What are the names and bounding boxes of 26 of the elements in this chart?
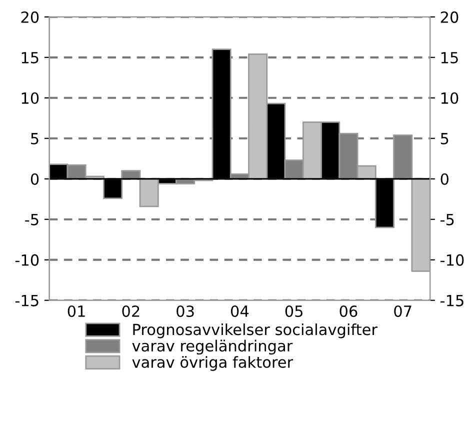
y-tick-label: 10 (22, 92, 39, 104)
y2-tick-label: 20 (440, 11, 458, 23)
x-tick-label: 01 (68, 305, 85, 318)
y-tick-label: 20 (21, 11, 39, 23)
legend-label: Prognosavvikelser socialavgifter (133, 323, 378, 338)
legend-label: varav övriga faktorer (132, 356, 294, 371)
y-tick-label: -5 (25, 214, 38, 226)
y-tick-label: 5 (31, 133, 38, 144)
x-tick-label: 04 (230, 305, 249, 318)
legend-label: varav regeländringar (132, 340, 293, 355)
y-tick-label: -15 (15, 294, 38, 306)
y-tick-label: 0 (30, 173, 39, 185)
y2-tick-label: 0 (440, 173, 448, 185)
y2-tick-label: 15 (441, 52, 458, 64)
y-tick-label: -10 (15, 254, 39, 266)
y2-tick-label: -5 (440, 214, 454, 226)
x-tick-label: 05 (285, 305, 302, 318)
x-tick-label: 03 (176, 305, 194, 318)
y-tick-label: 15 (22, 52, 38, 64)
y2-tick-label: 5 (440, 133, 448, 144)
y2-tick-label: -10 (440, 254, 464, 266)
y2-tick-label: 10 (441, 92, 458, 104)
x-tick-label: 06 (340, 305, 358, 318)
x-tick-label: 02 (122, 305, 140, 318)
x-tick-label: 07 (394, 305, 412, 318)
y2-tick-label: -15 (440, 294, 464, 306)
